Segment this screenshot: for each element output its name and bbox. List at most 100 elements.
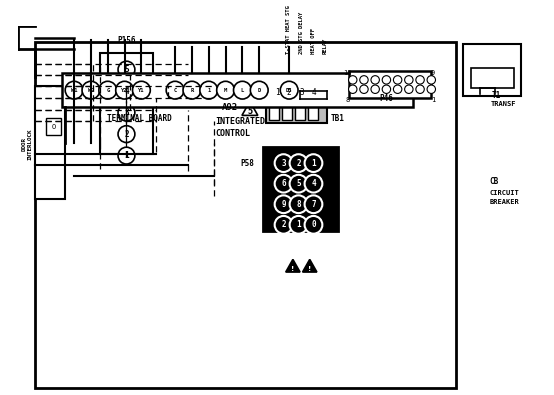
Circle shape bbox=[371, 85, 379, 94]
Text: 3: 3 bbox=[124, 108, 129, 117]
Text: 5: 5 bbox=[296, 179, 301, 188]
Circle shape bbox=[371, 76, 379, 84]
Circle shape bbox=[183, 81, 201, 99]
Text: 1: 1 bbox=[311, 159, 316, 167]
Bar bbox=[263, 147, 338, 231]
Polygon shape bbox=[242, 102, 258, 115]
Text: 6: 6 bbox=[281, 179, 286, 188]
Text: P58: P58 bbox=[240, 159, 254, 167]
Circle shape bbox=[382, 76, 391, 84]
Text: 1: 1 bbox=[296, 220, 301, 229]
Text: DOOR
INTERLOCK: DOOR INTERLOCK bbox=[22, 129, 33, 160]
Text: 1: 1 bbox=[275, 88, 279, 98]
Text: TERMINAL BOARD: TERMINAL BOARD bbox=[107, 115, 172, 124]
Text: O: O bbox=[52, 124, 55, 130]
Text: CIRCUIT: CIRCUIT bbox=[489, 190, 519, 196]
Bar bbox=[62, 73, 413, 107]
Circle shape bbox=[275, 175, 293, 192]
Text: Y1: Y1 bbox=[138, 88, 145, 93]
Text: CONTROL: CONTROL bbox=[216, 129, 250, 138]
Circle shape bbox=[234, 81, 252, 99]
Bar bbox=[349, 71, 431, 98]
Circle shape bbox=[404, 85, 413, 94]
Text: 2: 2 bbox=[296, 159, 301, 167]
Text: !: ! bbox=[291, 266, 295, 272]
Text: 1: 1 bbox=[207, 88, 211, 93]
Text: L: L bbox=[241, 88, 244, 93]
Circle shape bbox=[305, 175, 322, 192]
Text: RELAY: RELAY bbox=[322, 38, 327, 54]
Text: 1: 1 bbox=[431, 97, 435, 103]
Bar bbox=[463, 44, 521, 96]
Text: G: G bbox=[106, 88, 109, 93]
Text: C: C bbox=[173, 88, 177, 93]
Polygon shape bbox=[302, 260, 317, 272]
Text: W1: W1 bbox=[71, 88, 78, 93]
Circle shape bbox=[360, 85, 368, 94]
Circle shape bbox=[118, 83, 135, 100]
Bar bbox=[266, 97, 326, 123]
Circle shape bbox=[217, 81, 234, 99]
Text: 0: 0 bbox=[311, 220, 316, 229]
Text: 7: 7 bbox=[311, 200, 316, 209]
Text: 2: 2 bbox=[287, 88, 291, 98]
Circle shape bbox=[275, 154, 293, 172]
Text: 2ND STG DELAY: 2ND STG DELAY bbox=[299, 11, 304, 54]
Bar bbox=[281, 100, 292, 120]
Text: D: D bbox=[258, 88, 261, 93]
Circle shape bbox=[382, 85, 391, 94]
Circle shape bbox=[118, 61, 135, 78]
Circle shape bbox=[118, 104, 135, 121]
Circle shape bbox=[116, 81, 134, 99]
Circle shape bbox=[305, 216, 322, 234]
Text: 4: 4 bbox=[311, 179, 316, 188]
Text: 9: 9 bbox=[431, 70, 435, 75]
Circle shape bbox=[416, 85, 424, 94]
Text: 3: 3 bbox=[300, 88, 305, 98]
Text: HEAT OFF: HEAT OFF bbox=[311, 28, 316, 54]
Circle shape bbox=[118, 147, 135, 164]
Text: 16: 16 bbox=[343, 70, 351, 75]
Text: M: M bbox=[224, 88, 227, 93]
Circle shape bbox=[275, 196, 293, 213]
Text: BREAKER: BREAKER bbox=[489, 199, 519, 205]
Text: INTEGRATED: INTEGRATED bbox=[216, 117, 265, 126]
Text: 1: 1 bbox=[124, 151, 129, 160]
Circle shape bbox=[132, 81, 150, 99]
Circle shape bbox=[393, 85, 402, 94]
Bar bbox=[295, 100, 305, 120]
Text: T-STAT HEAT STG: T-STAT HEAT STG bbox=[286, 5, 291, 54]
Circle shape bbox=[118, 126, 135, 143]
Text: A92: A92 bbox=[222, 102, 238, 111]
Bar bbox=[308, 100, 318, 120]
Text: T1: T1 bbox=[491, 90, 500, 100]
Circle shape bbox=[290, 175, 307, 192]
Text: TRANSF: TRANSF bbox=[491, 101, 517, 107]
Text: 9: 9 bbox=[281, 200, 286, 209]
Circle shape bbox=[290, 216, 307, 234]
Text: W2: W2 bbox=[88, 88, 94, 93]
Text: 8: 8 bbox=[296, 200, 301, 209]
Text: DS: DS bbox=[286, 88, 293, 93]
Circle shape bbox=[427, 85, 435, 94]
Text: Y2: Y2 bbox=[121, 88, 128, 93]
Text: 4: 4 bbox=[312, 88, 317, 98]
Text: P156: P156 bbox=[117, 36, 136, 45]
Circle shape bbox=[305, 154, 322, 172]
Circle shape bbox=[290, 196, 307, 213]
Circle shape bbox=[275, 216, 293, 234]
Bar bbox=[35, 87, 65, 199]
Polygon shape bbox=[286, 260, 300, 272]
Circle shape bbox=[404, 76, 413, 84]
Bar bbox=[269, 100, 279, 120]
Bar bbox=[100, 53, 153, 154]
Text: 2: 2 bbox=[124, 130, 129, 139]
Circle shape bbox=[416, 76, 424, 84]
Text: R: R bbox=[190, 88, 193, 93]
Circle shape bbox=[290, 154, 307, 172]
Text: 2: 2 bbox=[281, 220, 286, 229]
Text: 8: 8 bbox=[345, 97, 349, 103]
Circle shape bbox=[250, 81, 268, 99]
Circle shape bbox=[280, 81, 298, 99]
Bar bbox=[35, 41, 455, 387]
